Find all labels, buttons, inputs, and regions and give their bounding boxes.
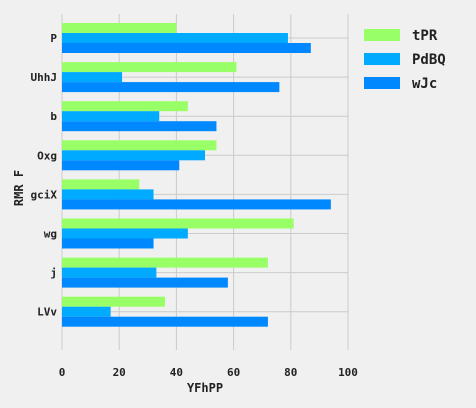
- y-axis-ticks: P UhhJ b Oxg gciX wg j LVv: [31, 32, 58, 319]
- bar-PdBQ-wg: [62, 228, 188, 239]
- y-tick-label: Oxg: [37, 149, 57, 162]
- x-tick-label: 60: [227, 366, 240, 379]
- legend-swatch-tPR: [364, 29, 400, 41]
- bar-tPR-gciX: [62, 179, 140, 190]
- y-tick-label: P: [50, 32, 57, 45]
- x-tick-label: 40: [170, 366, 183, 379]
- bar-tPR-wg: [62, 218, 294, 229]
- bar-wJc-wg: [62, 238, 154, 249]
- y-tick-label: wg: [44, 228, 57, 241]
- bar-wJc-LVv: [62, 316, 268, 327]
- y-axis-title: RMR F: [12, 170, 26, 206]
- bar-wJc-b: [62, 121, 217, 132]
- bar-PdBQ-P: [62, 33, 288, 43]
- x-axis-ticks: 0 20 40 60 80 100: [59, 366, 358, 379]
- y-tick-label: UhhJ: [31, 71, 58, 84]
- bar-PdBQ-Oxg: [62, 150, 205, 161]
- bar-wJc-P: [62, 43, 311, 53]
- legend-swatch-wJc: [364, 77, 400, 89]
- x-axis-title: YFhPP: [187, 381, 223, 395]
- x-tick-label: 80: [284, 366, 297, 379]
- bar-wJc-UhhJ: [62, 82, 280, 93]
- bar-wJc-gciX: [62, 199, 331, 210]
- bar-PdBQ-j: [62, 267, 157, 278]
- bar-tPR-P: [62, 23, 177, 33]
- bar-PdBQ-b: [62, 111, 160, 122]
- legend-label-tPR: tPR: [412, 28, 438, 44]
- bar-wJc-Oxg: [62, 160, 180, 171]
- bar-PdBQ-LVv: [62, 306, 111, 317]
- legend: tPR PdBQ wJc: [364, 28, 446, 92]
- y-tick-label: b: [50, 110, 57, 123]
- x-tick-label: 20: [113, 366, 126, 379]
- y-tick-label: gciX: [31, 188, 58, 201]
- bar-tPR-b: [62, 101, 188, 112]
- bar-tPR-LVv: [62, 296, 165, 307]
- x-tick-label: 0: [59, 366, 66, 379]
- legend-swatch-PdBQ: [364, 53, 400, 65]
- bar-wJc-j: [62, 277, 228, 288]
- bar-PdBQ-UhhJ: [62, 72, 123, 83]
- bar-PdBQ-gciX: [62, 189, 154, 200]
- bar-tPR-j: [62, 257, 268, 268]
- legend-label-wJc: wJc: [412, 76, 437, 92]
- bar-tPR-Oxg: [62, 140, 217, 151]
- y-tick-label: LVv: [37, 306, 57, 319]
- bar-tPR-UhhJ: [62, 62, 237, 73]
- y-tick-label: j: [50, 267, 57, 280]
- bars: [62, 23, 331, 327]
- legend-label-PdBQ: PdBQ: [412, 52, 446, 68]
- x-tick-label: 100: [338, 366, 358, 379]
